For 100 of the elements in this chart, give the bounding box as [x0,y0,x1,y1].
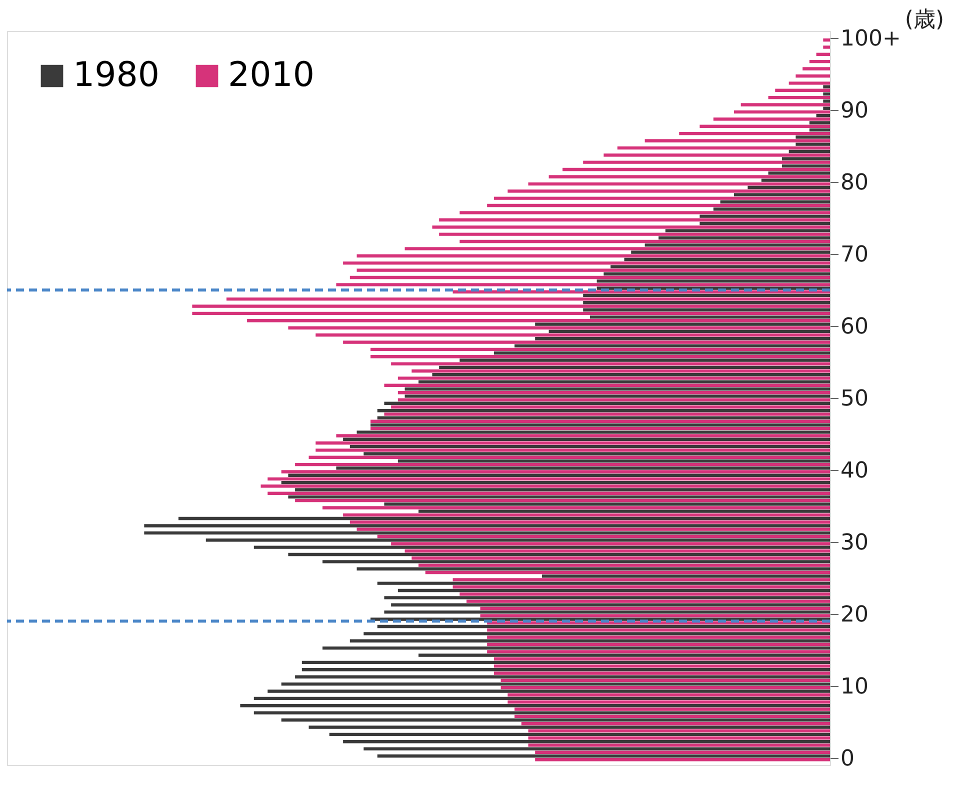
bar [775,88,830,92]
bar [391,542,830,546]
bar [604,272,830,276]
bar [343,261,830,265]
y-tick-label: 30 [840,530,868,556]
bar [452,585,830,588]
y-tick-label: 40 [840,458,868,484]
bar [398,459,830,463]
bar [322,560,830,564]
bar [508,190,830,193]
bar [713,118,830,121]
bar [391,603,830,606]
bar [370,420,830,423]
bar [528,744,830,747]
bar [644,139,830,142]
bar [356,254,830,258]
bar [302,668,830,672]
bar [343,740,830,744]
bar [658,236,830,240]
bar [226,297,830,301]
bar [281,682,830,686]
bar [384,412,830,416]
bar [487,628,830,632]
bar [370,355,830,358]
bar [247,319,830,322]
bar [192,312,830,316]
y-axis-title: (歳) [904,8,944,32]
bar [500,678,830,682]
bar [782,164,830,168]
y-tick-label: 10 [840,674,868,700]
bar [583,301,830,304]
bar [377,534,830,538]
bar [535,322,830,326]
bar [548,175,830,178]
legend-label: 2010 [228,55,315,95]
bar [823,38,830,42]
bar [460,211,830,214]
bar [796,136,830,139]
bar [679,132,830,136]
bar [329,732,830,736]
bar [384,610,830,614]
y-tick-label: 70 [840,242,868,268]
bar [350,639,830,642]
bar [514,708,830,711]
bar [425,570,830,574]
bar [761,178,830,182]
bar [494,351,830,355]
bar [364,632,830,636]
bar [452,578,830,582]
bar [494,196,830,200]
bar [583,294,830,298]
bar [364,452,830,456]
y-tick-label: 90 [840,98,868,124]
bar [350,276,830,280]
bar [398,376,830,380]
bar [514,344,830,348]
bar [377,624,830,628]
bar [788,82,830,85]
bar [398,391,830,394]
bar [624,258,830,262]
bar [548,330,830,334]
bar [418,654,830,657]
bar [398,398,830,402]
bar [521,722,830,726]
bar [782,157,830,160]
bar [487,650,830,654]
bar [288,495,830,499]
bar [384,402,830,405]
bar [350,520,830,524]
y-tick-label: 100+ [840,26,901,52]
bar [336,466,830,470]
bar [713,208,830,211]
bar [412,556,830,560]
bar [384,596,830,600]
bar [796,142,830,146]
bar [398,588,830,592]
bar [356,567,830,571]
bar [535,758,830,762]
bar [480,614,830,618]
bar [460,240,830,244]
bar [487,636,830,639]
bar [356,268,830,272]
y-tick-label: 80 [840,170,868,196]
bar [418,564,830,567]
bar [734,193,830,196]
bar [268,690,830,693]
bar [356,430,830,434]
bar [240,704,830,708]
bar [268,492,830,495]
bar [295,488,830,492]
bar [439,366,830,370]
y-tick-label: 20 [840,602,868,628]
bar [583,160,830,164]
bar [260,484,830,488]
bar [377,582,830,585]
bar [528,182,830,186]
bar [377,416,830,420]
bar [494,664,830,668]
bar [748,186,830,190]
bar [316,333,830,337]
